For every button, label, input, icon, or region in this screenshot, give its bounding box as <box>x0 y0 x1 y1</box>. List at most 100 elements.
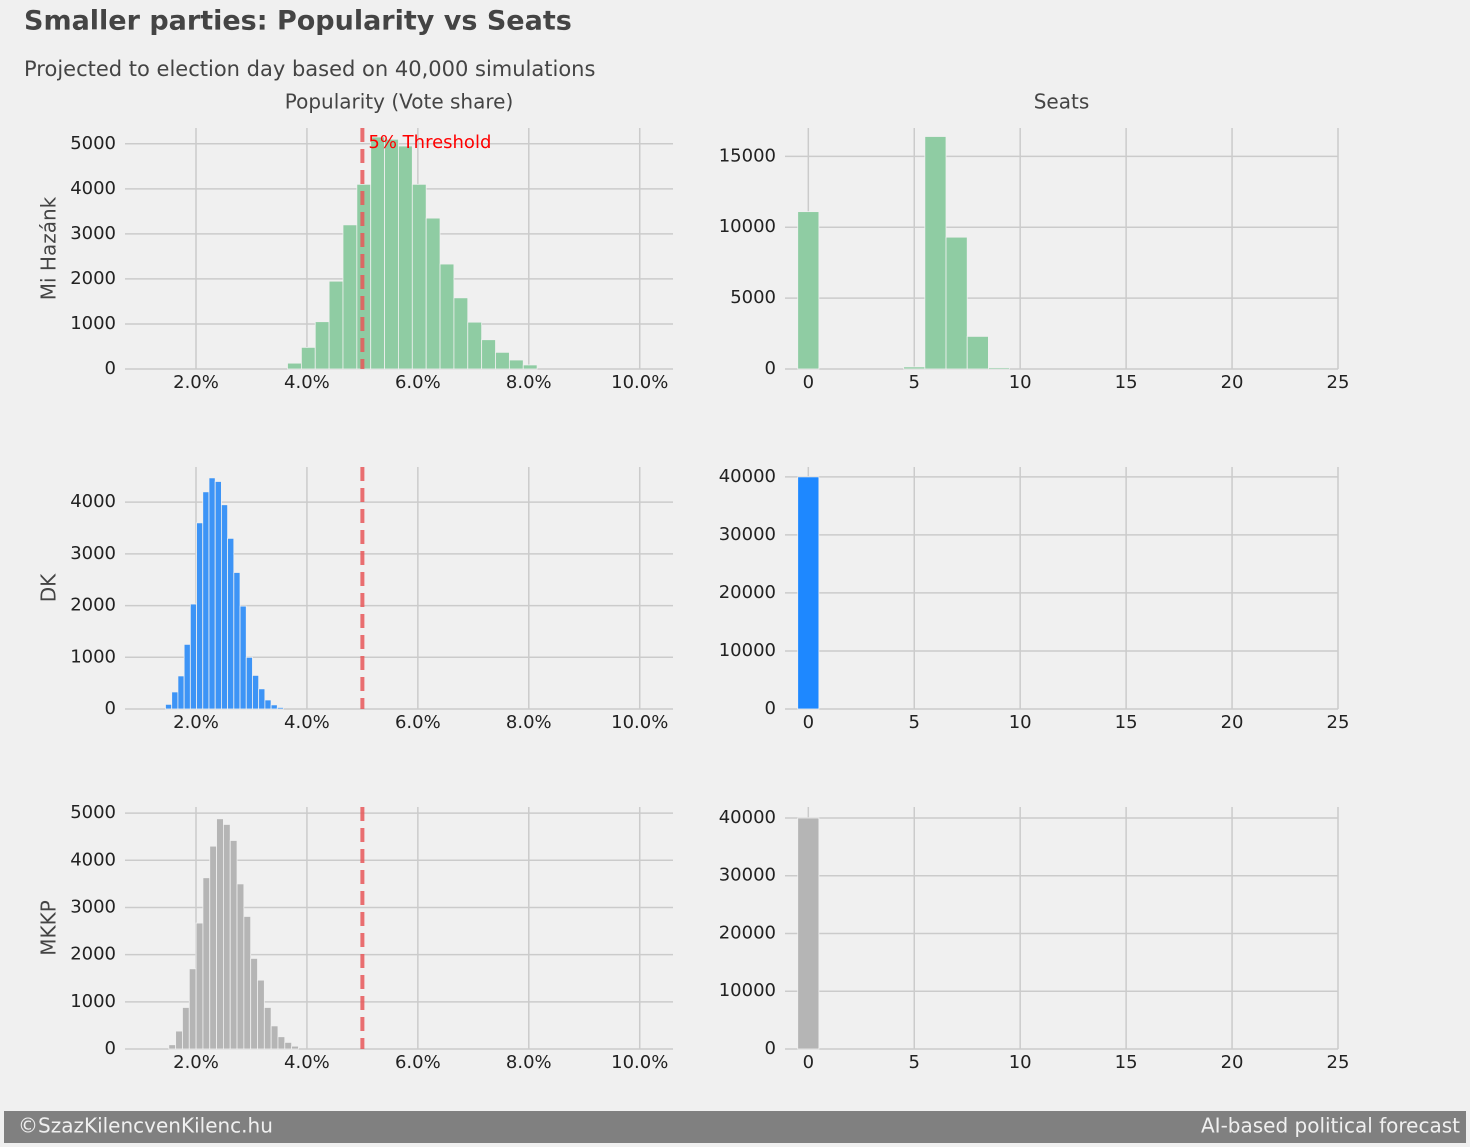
histogram-bar <box>370 136 385 370</box>
x-tick-label: 20 <box>1221 712 1244 733</box>
histogram-bar <box>328 280 344 370</box>
y-tick-label: 4000 <box>70 491 116 512</box>
histogram-bar <box>227 537 235 710</box>
y-tick-label: 10000 <box>719 216 776 237</box>
y-tick-label: 15000 <box>719 145 776 166</box>
y-tick-label: 3000 <box>70 223 116 244</box>
histogram-bar <box>411 183 427 370</box>
y-tick-label: 10000 <box>719 640 776 661</box>
histogram-bar <box>239 605 247 710</box>
x-tick-label: 8.0% <box>506 1052 552 1073</box>
histogram-bar <box>182 1007 190 1050</box>
y-axis-label: DK <box>37 573 61 602</box>
histogram-bar <box>233 572 241 710</box>
x-tick-label: 4.0% <box>284 372 330 393</box>
x-tick-label: 6.0% <box>395 712 441 733</box>
threshold-label: 5% Threshold <box>368 132 491 153</box>
histogram-bar <box>467 321 483 370</box>
panel-title: Seats <box>1034 90 1090 114</box>
histogram-bar <box>196 522 204 710</box>
histogram-bar <box>243 916 252 1050</box>
y-tick-label: 3000 <box>70 896 116 917</box>
histogram-bar <box>216 818 224 1050</box>
histogram-bar <box>222 824 231 1050</box>
y-tick-label: 0 <box>105 1038 116 1059</box>
y-axis-label: MKKP <box>37 900 61 956</box>
histogram-bar <box>229 840 238 1050</box>
histogram-bar <box>202 491 210 710</box>
x-tick-label: 20 <box>1221 372 1244 393</box>
x-tick-label: 10 <box>1009 712 1032 733</box>
x-tick-label: 6.0% <box>395 1052 441 1073</box>
x-tick-label: 2.0% <box>173 712 219 733</box>
histogram-bar <box>195 922 204 1050</box>
x-tick-label: 6.0% <box>395 372 441 393</box>
y-tick-label: 2000 <box>70 268 116 289</box>
histogram-bar <box>453 297 469 370</box>
y-tick-label: 0 <box>105 358 116 379</box>
y-tick-label: 40000 <box>719 466 776 487</box>
x-tick-label: 0 <box>803 1052 814 1073</box>
y-tick-label: 1000 <box>70 646 116 667</box>
x-tick-label: 10 <box>1009 1052 1032 1073</box>
histogram-bar <box>797 476 820 710</box>
histogram-bar <box>189 603 197 710</box>
histogram-bar <box>183 643 191 710</box>
panel-title: Popularity (Vote share) <box>285 90 514 114</box>
x-tick-label: 10.0% <box>611 372 668 393</box>
x-tick-label: 2.0% <box>173 372 219 393</box>
y-tick-label: 5000 <box>70 133 116 154</box>
histogram-bar <box>398 145 413 370</box>
histogram-bar <box>257 979 265 1050</box>
histogram-bar <box>284 1041 293 1050</box>
histogram-bar <box>263 1007 272 1050</box>
x-tick-label: 0 <box>803 712 814 733</box>
histogram-bar <box>287 362 302 370</box>
histogram-bar <box>439 263 455 370</box>
histogram-bar <box>945 236 968 370</box>
x-tick-label: 4.0% <box>284 712 330 733</box>
histogram-bar <box>171 691 179 710</box>
histogram-bar <box>165 703 173 710</box>
y-tick-label: 3000 <box>70 543 116 564</box>
y-tick-label: 5000 <box>70 802 116 823</box>
histogram-bar <box>258 688 266 710</box>
x-tick-label: 8.0% <box>506 372 552 393</box>
figure-title: Smaller parties: Popularity vs Seats <box>24 6 572 37</box>
histogram-bar <box>495 351 510 370</box>
histogram-bar <box>214 481 222 710</box>
histogram-bar <box>250 958 258 1050</box>
histogram-bar <box>270 704 278 710</box>
x-tick-label: 25 <box>1327 372 1350 393</box>
y-tick-label: 4000 <box>70 178 116 199</box>
histogram-bar <box>177 675 185 710</box>
x-tick-label: 5 <box>909 712 920 733</box>
x-tick-label: 10.0% <box>611 1052 668 1073</box>
x-tick-label: 15 <box>1115 372 1138 393</box>
histogram-bar <box>188 968 197 1050</box>
histogram-bar <box>342 224 358 370</box>
histogram-bar <box>797 211 820 370</box>
histogram-bar <box>522 364 538 370</box>
x-tick-label: 25 <box>1327 712 1350 733</box>
footer-left: ©SzazKilencvenKilenc.hu <box>18 1114 273 1138</box>
histogram-bar <box>208 477 216 710</box>
histogram-bar <box>276 707 284 710</box>
footer-bar <box>4 1111 1466 1143</box>
histogram-bar <box>291 1045 299 1050</box>
histogram-bar <box>202 877 211 1050</box>
x-tick-label: 4.0% <box>284 1052 330 1073</box>
histogram-bar <box>314 321 330 370</box>
x-tick-label: 2.0% <box>173 1052 219 1073</box>
histogram-bar <box>797 817 820 1050</box>
y-tick-label: 0 <box>765 1038 776 1059</box>
histogram-bar <box>270 1025 279 1050</box>
x-tick-label: 25 <box>1327 1052 1350 1073</box>
histogram-bar <box>245 656 253 710</box>
y-tick-label: 0 <box>105 698 116 719</box>
x-tick-label: 8.0% <box>506 712 552 733</box>
histogram-bar <box>966 335 989 370</box>
histogram-bar <box>209 845 217 1050</box>
y-tick-label: 40000 <box>719 807 776 828</box>
histogram-bar <box>384 138 399 370</box>
